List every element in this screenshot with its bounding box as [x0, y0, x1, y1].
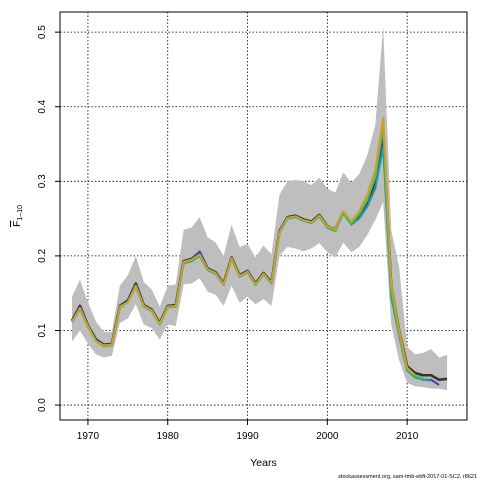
y-tick-label: 0.2	[37, 249, 48, 263]
plot-frame	[59, 11, 468, 421]
y-tick-label: 0.4	[37, 99, 48, 113]
y-axis-title-subscript: 1–10	[17, 205, 24, 221]
grid	[60, 12, 467, 420]
y-tick-label: 0.0	[37, 398, 48, 412]
svg-text:F1–10: F1–10	[11, 205, 24, 227]
y-tick-label: 0.5	[37, 25, 48, 39]
y-axis: 0.0 0.1 0.2 0.3 0.4 0.5	[37, 25, 60, 412]
confidence-band-area	[71, 26, 448, 391]
y-axis-title-main: F	[11, 221, 23, 227]
series-line-5	[71, 116, 416, 376]
x-tick-label: 1990	[236, 431, 259, 442]
y-tick-label: 0.3	[37, 174, 48, 188]
x-tick-label: 1970	[77, 431, 100, 442]
x-tick-label: 1980	[157, 431, 180, 442]
x-axis-title: Years	[250, 457, 276, 469]
x-tick-label: 2010	[396, 431, 419, 442]
y-tick-label: 0.1	[37, 323, 48, 337]
confidence-band	[71, 26, 448, 391]
footer-note: stockassessment.org, sam-tmb-ebft-2017-0…	[338, 474, 477, 480]
y-axis-title: F1–10	[11, 205, 24, 227]
x-tick-label: 2000	[316, 431, 339, 442]
series-lines	[70, 116, 448, 386]
x-axis: 1970 1980 1990 2000 2010	[77, 420, 419, 442]
